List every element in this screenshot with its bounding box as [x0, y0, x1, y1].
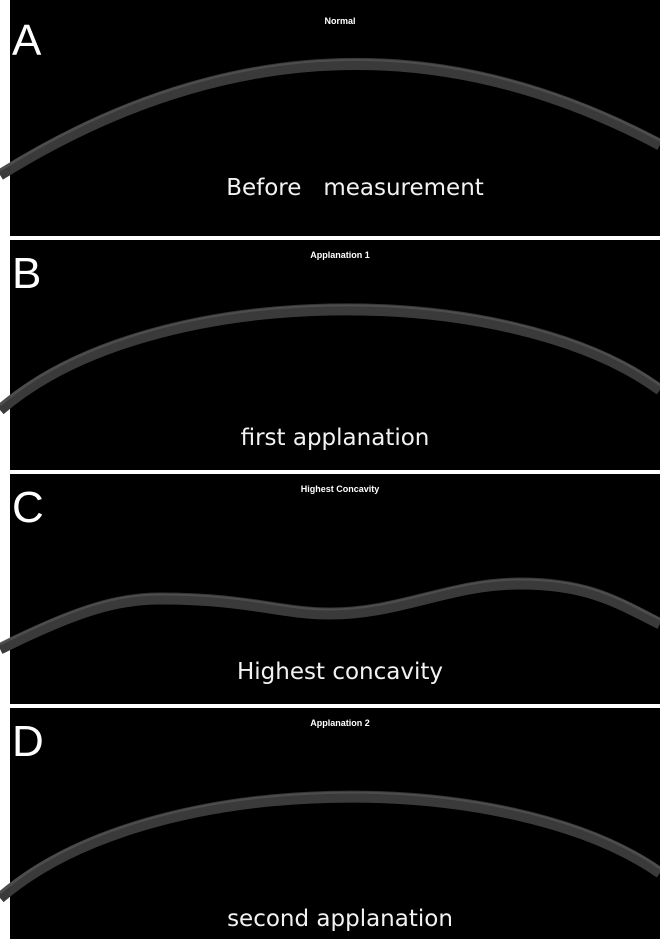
figure: A Normal Before measurement B Applanatio…	[0, 0, 660, 939]
panel-b: B Applanation 1 first applanation	[0, 240, 660, 470]
panel-header: Highest Concavity	[301, 484, 380, 494]
panel-caption: Highest concavity	[237, 659, 443, 685]
panel-header: Applanation 1	[310, 250, 370, 260]
panel-caption: Before measurement	[226, 175, 484, 201]
panel-a: A Normal Before measurement	[0, 0, 660, 236]
panel-letter: C	[12, 483, 44, 532]
panel-letter: D	[12, 717, 44, 766]
panel-caption: first applanation	[241, 425, 430, 451]
panel-caption: second applanation	[227, 906, 453, 932]
panel-letter: A	[12, 16, 42, 65]
panel-header: Normal	[324, 16, 355, 26]
panel-letter: B	[12, 249, 41, 298]
panel-d: D Applanation 2 second applanation	[0, 708, 660, 939]
panel-header: Applanation 2	[310, 718, 370, 728]
panel-c: C Highest Concavity Highest concavity	[0, 474, 660, 704]
page: A Normal Before measurement B Applanatio…	[0, 0, 660, 939]
